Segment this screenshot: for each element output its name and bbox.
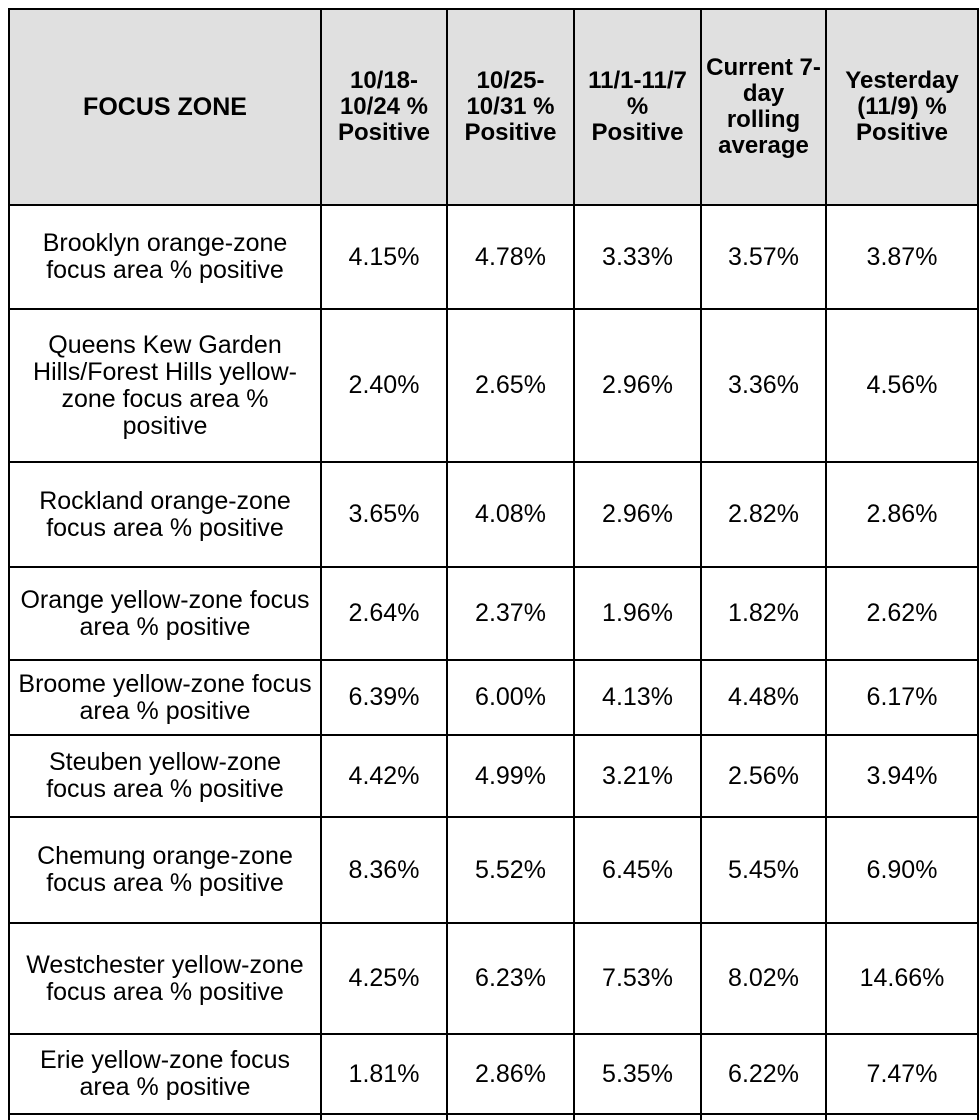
value-cell: 3.36% [700,308,827,463]
value-cell: 4.15% [320,204,448,310]
empty-cell [446,1113,575,1120]
zone-name-cell: Rockland orange-zone focus area % positi… [8,461,322,568]
value-cell: 1.81% [320,1033,448,1115]
table-row: Erie yellow-zone focus area % positive 1… [8,1033,979,1115]
value-cell: 5.45% [700,816,827,924]
value-cell: 2.64% [320,566,448,661]
empty-cell [700,1113,827,1120]
value-cell: 3.65% [320,461,448,568]
column-header-week-1: 10/18-10/24 % Positive [320,8,448,206]
value-cell: 2.62% [825,566,979,661]
table-row: Steuben yellow-zone focus area % positiv… [8,734,979,818]
value-cell: 5.52% [446,816,575,924]
value-cell: 2.86% [825,461,979,568]
column-header-week-2: 10/25-10/31 % Positive [446,8,575,206]
value-cell: 1.82% [700,566,827,661]
zone-name-cell: Erie yellow-zone focus area % positive [8,1033,322,1115]
value-cell: 4.78% [446,204,575,310]
value-cell: 3.57% [700,204,827,310]
table-row: Westchester yellow-zone focus area % pos… [8,922,979,1035]
value-cell: 6.22% [700,1033,827,1115]
table-row: Orange yellow-zone focus area % positive… [8,566,979,661]
header-row: FOCUS ZONE 10/18-10/24 % Positive 10/25-… [8,8,979,206]
table-row: Brooklyn orange-zone focus area % positi… [8,204,979,310]
value-cell: 14.66% [825,922,979,1035]
zone-name-cell: Westchester yellow-zone focus area % pos… [8,922,322,1035]
column-header-yesterday: Yesterday (11/9) % Positive [825,8,979,206]
value-cell: 8.02% [700,922,827,1035]
value-cell: 2.86% [446,1033,575,1115]
value-cell: 6.00% [446,659,575,736]
value-cell: 4.48% [700,659,827,736]
value-cell: 6.39% [320,659,448,736]
value-cell: 2.40% [320,308,448,463]
value-cell: 4.56% [825,308,979,463]
value-cell: 2.37% [446,566,575,661]
value-cell: 3.21% [573,734,702,818]
value-cell: 3.94% [825,734,979,818]
zone-name-cell: Orange yellow-zone focus area % positive [8,566,322,661]
empty-cell [573,1113,702,1120]
zone-name-cell: Brooklyn orange-zone focus area % positi… [8,204,322,310]
column-header-rolling-average: Current 7-day rolling average [700,8,827,206]
value-cell: 8.36% [320,816,448,924]
value-cell: 4.25% [320,922,448,1035]
column-header-focus-zone: FOCUS ZONE [8,8,322,206]
focus-zone-positivity-table: FOCUS ZONE 10/18-10/24 % Positive 10/25-… [8,8,979,1120]
table-row-partial [8,1113,979,1120]
value-cell: 4.08% [446,461,575,568]
value-cell: 2.56% [700,734,827,818]
value-cell: 3.87% [825,204,979,310]
zone-name-cell: Steuben yellow-zone focus area % positiv… [8,734,322,818]
value-cell: 6.90% [825,816,979,924]
value-cell: 2.96% [573,308,702,463]
table-row: Rockland orange-zone focus area % positi… [8,461,979,568]
zone-name-cell: Queens Kew Garden Hills/Forest Hills yel… [8,308,322,463]
positivity-table-container: FOCUS ZONE 10/18-10/24 % Positive 10/25-… [8,8,979,1120]
value-cell: 7.47% [825,1033,979,1115]
table-row: Chemung orange-zone focus area % positiv… [8,816,979,924]
value-cell: 2.65% [446,308,575,463]
value-cell: 4.42% [320,734,448,818]
table-row: Broome yellow-zone focus area % positive… [8,659,979,736]
value-cell: 6.45% [573,816,702,924]
value-cell: 6.23% [446,922,575,1035]
zone-name-cell: Broome yellow-zone focus area % positive [8,659,322,736]
table-row: Queens Kew Garden Hills/Forest Hills yel… [8,308,979,463]
value-cell: 4.13% [573,659,702,736]
value-cell: 6.17% [825,659,979,736]
value-cell: 5.35% [573,1033,702,1115]
value-cell: 3.33% [573,204,702,310]
empty-cell [8,1113,322,1120]
zone-name-cell: Chemung orange-zone focus area % positiv… [8,816,322,924]
column-header-week-3: 11/1-11/7 % Positive [573,8,702,206]
value-cell: 1.96% [573,566,702,661]
value-cell: 4.99% [446,734,575,818]
empty-cell [320,1113,448,1120]
value-cell: 2.82% [700,461,827,568]
value-cell: 2.96% [573,461,702,568]
empty-cell [825,1113,979,1120]
value-cell: 7.53% [573,922,702,1035]
